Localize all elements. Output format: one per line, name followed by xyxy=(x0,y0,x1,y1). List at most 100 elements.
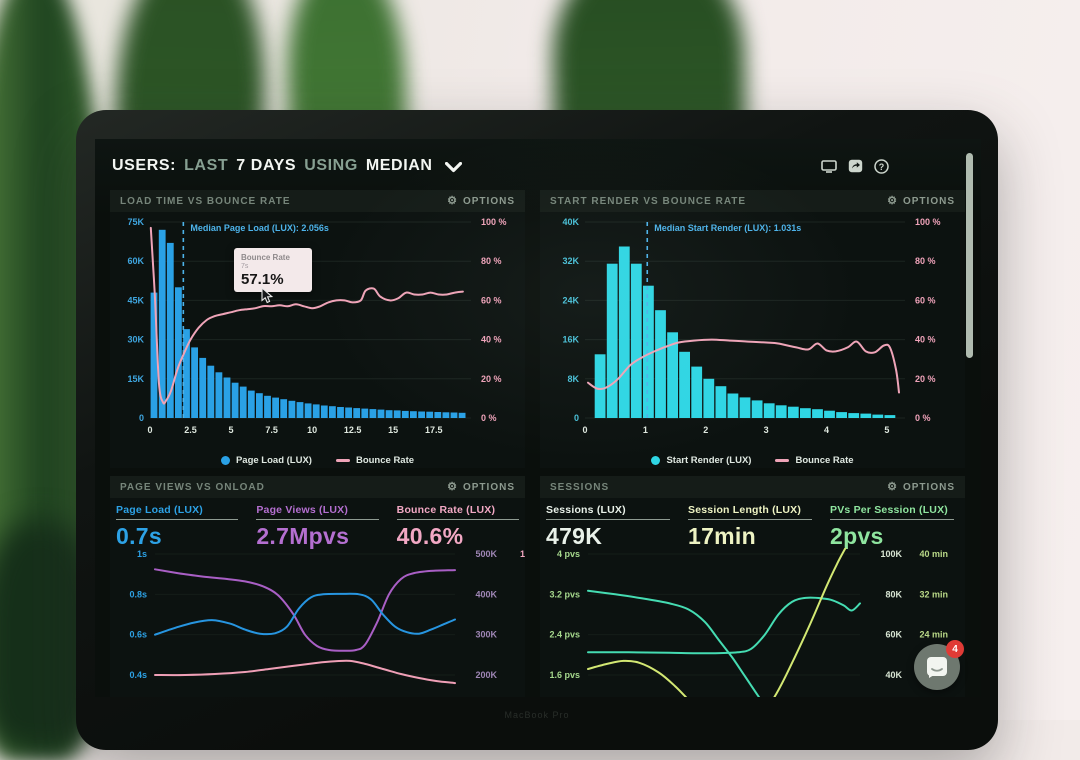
title-7days: 7 DAYS xyxy=(236,157,296,175)
svg-text:0 %: 0 % xyxy=(915,413,931,423)
date-range-selector[interactable]: USERS: LAST 7 DAYS USING MEDIAN xyxy=(112,157,462,175)
svg-text:24K: 24K xyxy=(562,295,579,305)
metric-bounce-rate: Bounce Rate (LUX) 40.6% xyxy=(397,504,519,548)
metric-value: 479K xyxy=(546,523,670,550)
mouse-cursor-icon xyxy=(261,287,274,304)
legend-bounce-rate[interactable]: Bounce Rate xyxy=(775,455,853,466)
svg-text:15K: 15K xyxy=(127,374,144,384)
panel-page-views-vs-onload: PAGE VIEWS VS ONLOAD ⚙ OPTIONS Page Load… xyxy=(110,476,525,697)
metric-sessions: Sessions (LUX) 479K xyxy=(546,504,670,548)
svg-text:0: 0 xyxy=(139,413,144,423)
svg-text:12.5: 12.5 xyxy=(344,425,362,435)
svg-text:40K: 40K xyxy=(562,217,579,227)
page-views-onload-line-chart[interactable]: 1s500K100%0.8s400K80%0.6s300K60%0.4s200K… xyxy=(110,548,525,697)
svg-text:75K: 75K xyxy=(127,217,144,227)
panel-title: LOAD TIME VS BOUNCE RATE xyxy=(120,196,290,207)
metric-page-views: Page Views (LUX) 2.7Mpvs xyxy=(256,504,378,548)
svg-text:8K: 8K xyxy=(567,374,579,384)
svg-text:0: 0 xyxy=(147,425,152,435)
svg-text:20 %: 20 % xyxy=(481,374,502,384)
chat-widget-button[interactable]: 4 xyxy=(914,644,960,690)
panel-title: START RENDER VS BOUNCE RATE xyxy=(550,196,746,207)
metric-value: 40.6% xyxy=(397,523,519,550)
svg-text:100K: 100K xyxy=(880,549,902,559)
options-button[interactable]: ⚙ OPTIONS xyxy=(447,196,515,207)
scrollbar[interactable] xyxy=(966,153,973,358)
metric-pvs-per-session: PVs Per Session (LUX) 2pvs xyxy=(830,504,954,548)
legend-bounce-rate[interactable]: Bounce Rate xyxy=(336,455,414,466)
svg-text:0.4s: 0.4s xyxy=(129,670,147,680)
svg-text:3: 3 xyxy=(764,425,769,435)
metric-value: 2pvs xyxy=(830,523,954,550)
legend-page-load[interactable]: Page Load (LUX) xyxy=(221,455,312,466)
svg-text:1: 1 xyxy=(643,425,648,435)
panel-title: PAGE VIEWS VS ONLOAD xyxy=(120,482,265,493)
metric-page-load: Page Load (LUX) 0.7s xyxy=(116,504,238,548)
gear-icon: ⚙ xyxy=(887,196,898,207)
svg-text:80 %: 80 % xyxy=(481,256,502,266)
svg-text:4 pvs: 4 pvs xyxy=(557,549,580,559)
pink-line-icon xyxy=(775,459,789,462)
svg-text:1.6 pvs: 1.6 pvs xyxy=(549,670,580,680)
title-last: LAST xyxy=(184,157,228,175)
svg-text:Median Start Render (LUX): 1.0: Median Start Render (LUX): 1.031s xyxy=(654,223,801,233)
metric-value: 0.7s xyxy=(116,523,238,550)
svg-text:0: 0 xyxy=(574,413,579,423)
chevron-down-icon xyxy=(445,162,462,173)
notification-badge: 4 xyxy=(946,640,964,658)
svg-text:100%: 100% xyxy=(520,549,525,559)
svg-text:80 %: 80 % xyxy=(915,256,936,266)
svg-text:40 %: 40 % xyxy=(915,335,936,345)
options-button[interactable]: ⚙ OPTIONS xyxy=(447,482,515,493)
svg-text:0.8s: 0.8s xyxy=(129,589,147,599)
svg-text:80K: 80K xyxy=(885,589,902,599)
svg-text:32 min: 32 min xyxy=(919,589,948,599)
svg-text:60K: 60K xyxy=(127,256,144,266)
metric-value: 2.7Mpvs xyxy=(256,523,378,550)
chart-tooltip: Bounce Rate 7s 57.1% xyxy=(234,248,312,292)
chat-bubble-icon xyxy=(925,655,949,679)
options-button[interactable]: ⚙ OPTIONS xyxy=(887,196,955,207)
svg-text:1s: 1s xyxy=(137,549,147,559)
svg-text:2.4 pvs: 2.4 pvs xyxy=(549,630,580,640)
display-icon[interactable] xyxy=(821,160,837,173)
svg-text:40 min: 40 min xyxy=(919,549,948,559)
gear-icon: ⚙ xyxy=(887,482,898,493)
svg-text:20 %: 20 % xyxy=(915,374,936,384)
dashboard-screen: USERS: LAST 7 DAYS USING MEDIAN xyxy=(95,139,981,697)
svg-text:0: 0 xyxy=(582,425,587,435)
metric-session-length: Session Length (LUX) 17min xyxy=(688,504,812,548)
svg-text:0 %: 0 % xyxy=(481,413,497,423)
svg-text:15: 15 xyxy=(388,425,398,435)
svg-text:5: 5 xyxy=(229,425,234,435)
svg-text:4: 4 xyxy=(824,425,829,435)
svg-text:30K: 30K xyxy=(127,335,144,345)
svg-text:100 %: 100 % xyxy=(915,217,941,227)
svg-text:2.5: 2.5 xyxy=(184,425,197,435)
svg-text:45K: 45K xyxy=(127,295,144,305)
svg-text:60K: 60K xyxy=(885,630,902,640)
panel-title: SESSIONS xyxy=(550,482,609,493)
legend-start-render[interactable]: Start Render (LUX) xyxy=(651,455,751,466)
title-median: MEDIAN xyxy=(366,157,433,175)
svg-text:17.5: 17.5 xyxy=(425,425,443,435)
svg-text:0.6s: 0.6s xyxy=(129,630,147,640)
help-icon[interactable]: ? xyxy=(874,159,889,174)
gear-icon: ⚙ xyxy=(447,196,458,207)
laptop: USERS: LAST 7 DAYS USING MEDIAN xyxy=(76,110,998,750)
share-icon[interactable] xyxy=(848,159,863,173)
svg-text:300K: 300K xyxy=(475,630,497,640)
cyan-dot-icon xyxy=(651,456,660,465)
svg-text:?: ? xyxy=(879,161,885,171)
pink-line-icon xyxy=(336,459,350,462)
svg-text:40 %: 40 % xyxy=(481,335,502,345)
panel-sessions: SESSIONS ⚙ OPTIONS Sessions (LUX) 479K S… xyxy=(540,476,965,697)
options-button[interactable]: ⚙ OPTIONS xyxy=(887,482,955,493)
svg-text:200K: 200K xyxy=(475,670,497,680)
svg-text:400K: 400K xyxy=(475,589,497,599)
topbar: USERS: LAST 7 DAYS USING MEDIAN xyxy=(112,149,951,183)
